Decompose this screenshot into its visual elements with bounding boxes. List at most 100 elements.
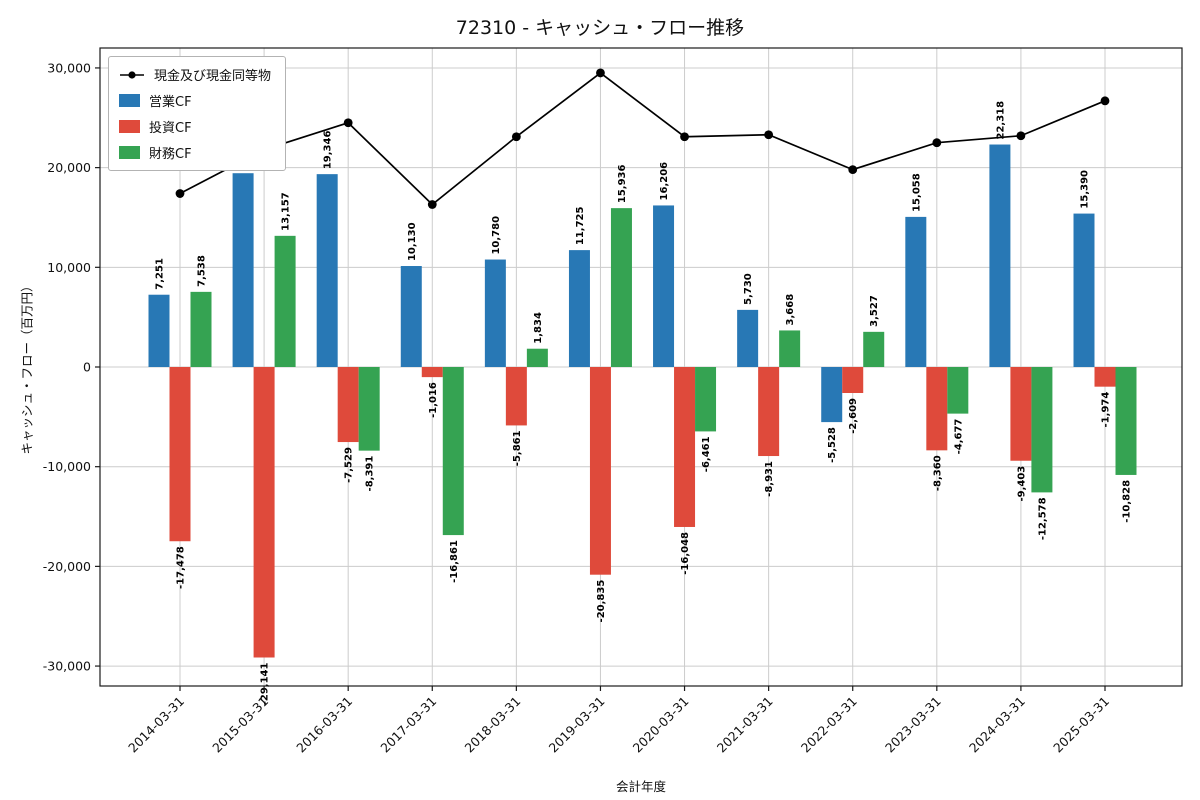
bar-value-label: -10,828 <box>1122 480 1133 523</box>
cash-line-marker <box>596 68 605 78</box>
bar-value-label: 7,251 <box>155 258 166 290</box>
legend-label-operating-cf: 営業CF <box>149 95 192 110</box>
legend-item-operating-cf: 営業CF <box>119 91 271 110</box>
cash-line-marker <box>427 200 437 209</box>
bar-投資CF-2024-03-31 <box>1010 367 1032 461</box>
bar-value-label: 11,725 <box>575 206 586 245</box>
bar-value-label: 16,206 <box>659 162 670 201</box>
bar-value-label: -1,016 <box>428 382 439 418</box>
bar-value-label: -1,974 <box>1101 392 1112 428</box>
bar-財務CF-2023-03-31 <box>947 367 969 414</box>
x-tick-label: 2023-03-31 <box>882 694 944 756</box>
bar-投資CF-2017-03-31 <box>421 367 443 378</box>
x-tick-label: 2019-03-31 <box>546 694 608 756</box>
y-tick-label: -30,000 <box>43 659 91 674</box>
bar-value-label: -7,529 <box>344 447 355 483</box>
y-tick-label: -10,000 <box>43 459 91 474</box>
y-axis-label: キャッシュ・フロー（百万円） <box>19 279 35 455</box>
bar-value-label: -2,609 <box>848 398 859 434</box>
x-tick-label: 2018-03-31 <box>462 694 524 756</box>
bar-value-label: -16,861 <box>449 540 460 583</box>
bar-value-label: 10,130 <box>407 222 418 261</box>
bar-営業CF-2020-03-31 <box>653 205 675 367</box>
bar-営業CF-2023-03-31 <box>905 216 927 367</box>
bar-財務CF-2025-03-31 <box>1115 367 1137 475</box>
cash-line <box>179 71 1106 206</box>
bar-value-label: 1,834 <box>533 312 544 344</box>
bar-営業CF-2015-03-31 <box>232 173 254 367</box>
x-tick-label: 2015-03-31 <box>209 694 271 756</box>
bar-投資CF-2018-03-31 <box>505 367 527 426</box>
bar-value-label: -5,528 <box>827 427 838 463</box>
y-tick-label: 20,000 <box>47 160 91 175</box>
bar-財務CF-2016-03-31 <box>358 367 380 451</box>
bar-営業CF-2021-03-31 <box>737 309 759 367</box>
x-tick-label: 2017-03-31 <box>377 694 439 756</box>
x-tick-label: 2014-03-31 <box>125 694 187 756</box>
x-tick-label: 2024-03-31 <box>966 694 1028 756</box>
legend-item-cash-equivalents: 現金及び現金同等物 <box>119 65 271 84</box>
bar-投資CF-2020-03-31 <box>674 367 696 527</box>
cash-line-marker <box>1100 96 1110 106</box>
bar-value-label: 13,157 <box>281 192 292 231</box>
bar-value-label: 22,318 <box>995 101 1006 140</box>
bar-財務CF-2022-03-31 <box>863 331 885 367</box>
bar-value-label: -29,141 <box>260 662 271 705</box>
bar-投資CF-2016-03-31 <box>337 367 359 443</box>
bar-財務CF-2015-03-31 <box>274 235 296 367</box>
bar-投資CF-2022-03-31 <box>842 367 864 394</box>
bar-投資CF-2025-03-31 <box>1094 367 1116 387</box>
legend-label-financing-cf: 財務CF <box>149 147 192 162</box>
bar-value-label: -17,478 <box>176 546 187 589</box>
legend-swatch-financing-cf <box>119 146 140 159</box>
legend-label-cash-equivalents: 現金及び現金同等物 <box>154 69 272 84</box>
bar-財務CF-2024-03-31 <box>1031 367 1053 493</box>
bar-投資CF-2015-03-31 <box>253 367 275 658</box>
bar-投資CF-2014-03-31 <box>169 367 191 542</box>
x-tick-label: 2021-03-31 <box>714 694 776 756</box>
bar-value-label: 15,058 <box>911 173 922 212</box>
legend-line-icon <box>120 70 144 79</box>
x-tick-label: 2016-03-31 <box>293 694 355 756</box>
bar-value-label: -8,931 <box>764 461 775 497</box>
cash-line-marker <box>848 165 858 175</box>
bar-value-label: -8,360 <box>932 455 943 491</box>
legend-label-investing-cf: 投資CF <box>149 121 192 136</box>
chart-title: 72310 - キャッシュ・フロー推移 <box>455 17 745 39</box>
x-axis-label: 会計年度 <box>615 779 667 794</box>
legend-swatch-investing-cf <box>119 120 140 133</box>
y-tick-label: -20,000 <box>43 559 91 574</box>
bar-value-label: -8,391 <box>365 456 376 492</box>
legend: 現金及び現金同等物 営業CF 投資CF 財務CF <box>108 56 287 171</box>
bar-財務CF-2018-03-31 <box>526 348 548 367</box>
bar-営業CF-2014-03-31 <box>148 294 170 367</box>
cash-line-marker <box>1016 131 1026 141</box>
bar-財務CF-2019-03-31 <box>610 208 632 367</box>
bar-営業CF-2025-03-31 <box>1073 213 1095 367</box>
bar-営業CF-2019-03-31 <box>568 250 590 367</box>
bar-value-label: 15,390 <box>1080 170 1091 209</box>
bar-value-label: 7,538 <box>197 255 208 287</box>
bar-value-label: 19,346 <box>323 131 334 170</box>
bar-value-label: -9,403 <box>1016 466 1027 502</box>
legend-item-investing-cf: 投資CF <box>119 117 271 136</box>
bar-value-label: 3,668 <box>785 294 796 326</box>
bar-value-label: -20,835 <box>596 580 607 623</box>
bar-value-label: -5,861 <box>512 430 523 466</box>
x-tick-label: 2022-03-31 <box>798 694 860 756</box>
legend-swatch-operating-cf <box>119 94 140 107</box>
cash-line-marker <box>932 138 942 148</box>
bar-財務CF-2017-03-31 <box>442 367 464 536</box>
bar-財務CF-2021-03-31 <box>779 330 801 367</box>
x-tick-label: 2020-03-31 <box>630 694 692 756</box>
cash-line-marker <box>175 189 185 198</box>
cash-line-marker <box>764 130 774 140</box>
bar-value-label: 15,936 <box>617 165 628 204</box>
bar-営業CF-2018-03-31 <box>484 259 506 367</box>
bar-営業CF-2016-03-31 <box>316 174 338 367</box>
bar-value-label: -16,048 <box>680 532 691 575</box>
bar-value-label: 5,730 <box>743 273 754 305</box>
bar-営業CF-2022-03-31 <box>821 367 843 423</box>
y-tick-label: 30,000 <box>47 60 91 75</box>
bar-投資CF-2019-03-31 <box>589 367 611 575</box>
